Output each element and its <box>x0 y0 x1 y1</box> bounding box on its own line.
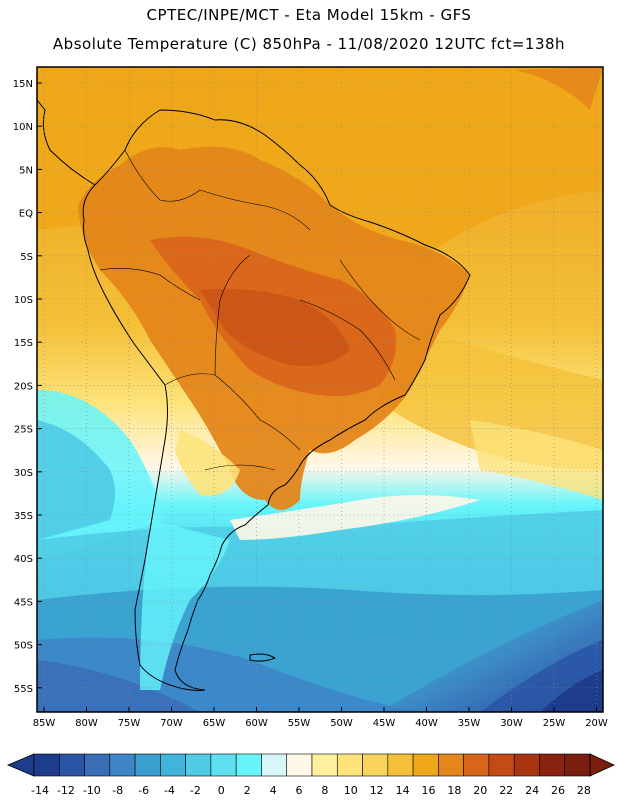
colorbar-label: 22 <box>499 784 513 797</box>
map-frame <box>36 66 604 713</box>
lon-label: 40W <box>415 718 438 729</box>
colorbar-swatch <box>58 753 85 777</box>
lon-label: 35W <box>458 718 481 729</box>
coastlines <box>37 99 471 691</box>
colorbar-swatch <box>488 753 515 777</box>
lat-label: 20S <box>14 381 33 392</box>
colorbar-swatch <box>160 753 186 777</box>
colorbar-swatch <box>463 753 490 777</box>
colorbar: -14 -12 -10 -8 -6 -4 -2 0 2 4 6 8 10 12 14 16 18 20 22 24 26… <box>6 753 615 797</box>
colorbar-label: -8 <box>112 784 123 797</box>
colorbar-label: 0 <box>218 784 225 797</box>
lon-label: 20W <box>585 718 608 729</box>
temperature-field <box>37 67 603 712</box>
lat-label: 5S <box>20 252 33 263</box>
colorbar-label: -2 <box>190 784 201 797</box>
colorbar-swatch <box>235 753 262 777</box>
lon-label: 60W <box>245 718 268 729</box>
lat-label: 25S <box>14 425 33 436</box>
lon-label: 30W <box>500 718 523 729</box>
title-line-1: CPTEC/INPE/MCT - Eta Model 15km - GFS <box>146 6 472 24</box>
colorbar-swatch <box>210 753 237 777</box>
lat-label: 55S <box>14 684 33 695</box>
lon-label: 85W <box>33 718 56 729</box>
colorbar-swatch <box>438 753 464 777</box>
lat-label: 15S <box>14 338 33 349</box>
colorbar-label: -10 <box>83 784 101 797</box>
colorbar-swatch <box>261 753 288 777</box>
colorbar-swatch <box>286 753 313 777</box>
colorbar-label: 10 <box>344 784 358 797</box>
colorbar-swatch <box>109 753 136 777</box>
lon-label: 45W <box>373 718 396 729</box>
borders <box>99 149 421 471</box>
colorbar-label: -4 <box>164 784 175 797</box>
lat-label: 50S <box>14 641 33 652</box>
colorbar-swatch <box>185 753 212 777</box>
title-line-2: Absolute Temperature (C) 850hPa - 11/08/… <box>52 35 566 53</box>
lat-label: 35S <box>14 511 33 522</box>
colorbar-swatch <box>412 753 439 777</box>
colorbar-label: 16 <box>422 784 436 797</box>
colorbar-swatch <box>33 753 60 777</box>
colorbar-label: 28 <box>577 784 591 797</box>
lon-label: 70W <box>160 718 183 729</box>
longitude-axis: 85W 80W 75W 70W 65W 60W 55W 50W 45W 40W 35W 30W 25W 2… <box>33 707 608 729</box>
colorbar-label: -12 <box>57 784 75 797</box>
lon-label: 55W <box>288 718 311 729</box>
colorbar-label: 20 <box>473 784 487 797</box>
lat-label: 45S <box>14 597 33 608</box>
colorbar-swatch <box>362 753 389 777</box>
colorbar-swatch <box>539 753 566 777</box>
colorbar-label: 26 <box>551 784 565 797</box>
colorbar-swatch <box>84 753 111 777</box>
lon-label: 65W <box>203 718 226 729</box>
colorbar-label: 24 <box>525 784 539 797</box>
colorbar-swatch <box>336 753 363 777</box>
lat-label: EQ <box>19 209 33 220</box>
lon-label: 25W <box>543 718 566 729</box>
lat-label: 10N <box>13 122 33 133</box>
colorbar-swatch <box>513 753 540 777</box>
lat-label: 5N <box>19 165 33 176</box>
colorbar-label: 8 <box>321 784 328 797</box>
colorbar-label: 6 <box>296 784 303 797</box>
colorbar-label: 18 <box>447 784 461 797</box>
colorbar-label: -6 <box>138 784 149 797</box>
colorbar-swatch <box>311 753 338 777</box>
lat-label: 10S <box>14 295 33 306</box>
colorbar-label: -14 <box>31 784 49 797</box>
lat-label: 15N <box>13 79 33 90</box>
lat-label: 40S <box>14 554 33 565</box>
colorbar-label: 12 <box>370 784 384 797</box>
colorbar-swatch <box>564 753 591 777</box>
colorbar-arrow-high <box>589 753 615 777</box>
colorbar-arrow-low <box>6 753 35 777</box>
latitude-axis: 15N 10N 5N EQ 5S 10S 15S 20S 25S 30S 35S 40S 45S 50S 5… <box>13 79 42 695</box>
lon-label: 75W <box>118 718 141 729</box>
lon-label: 80W <box>75 718 98 729</box>
colorbar-label: 2 <box>244 784 251 797</box>
colorbar-swatch <box>134 753 161 777</box>
colorbar-label: 4 <box>270 784 277 797</box>
lat-label: 30S <box>14 468 33 479</box>
colorbar-label: 14 <box>396 784 410 797</box>
colorbar-swatch <box>387 753 414 777</box>
lon-label: 50W <box>330 718 353 729</box>
